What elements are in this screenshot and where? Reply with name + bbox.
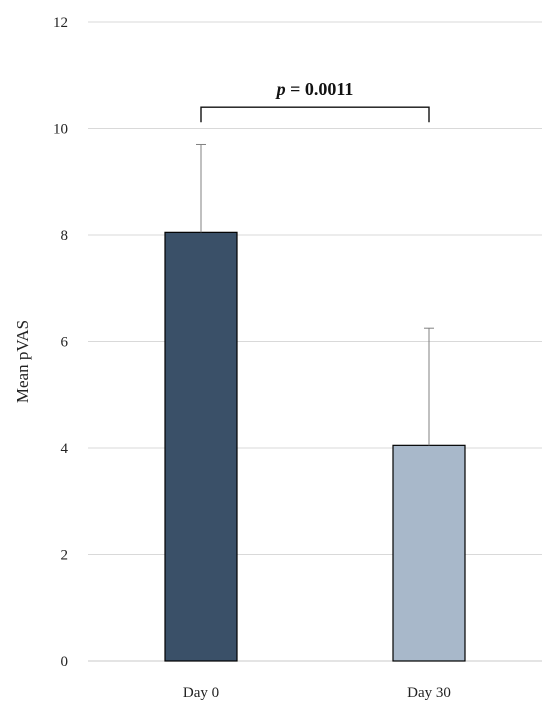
y-tick-label: 4 <box>61 441 69 457</box>
y-tick-label: 2 <box>61 548 69 564</box>
y-tick-label: 6 <box>61 335 69 351</box>
significance-bracket <box>200 106 430 123</box>
y-tick-label: 12 <box>53 15 68 31</box>
x-tick-label: Day 30 <box>407 685 451 701</box>
bar <box>164 231 238 662</box>
gridlines <box>88 21 542 662</box>
y-tick-label: 0 <box>61 654 69 670</box>
bar <box>392 444 466 662</box>
x-axis-ticks: Day 0 Day 30 <box>183 685 451 701</box>
p-value-label: p = 0.0011 <box>275 79 354 99</box>
x-tick-label: Day 0 <box>183 685 219 701</box>
y-axis-ticks: 0 2 4 6 8 10 12 <box>53 15 69 670</box>
y-tick-label: 8 <box>61 228 69 244</box>
y-tick-label: 10 <box>53 122 68 138</box>
significance-annotation: p = 0.0011 <box>200 79 430 123</box>
p-symbol: p <box>275 79 286 99</box>
y-axis-title: Mean pVAS <box>13 320 32 403</box>
bars <box>164 143 466 662</box>
p-value: = 0.0011 <box>286 79 354 99</box>
